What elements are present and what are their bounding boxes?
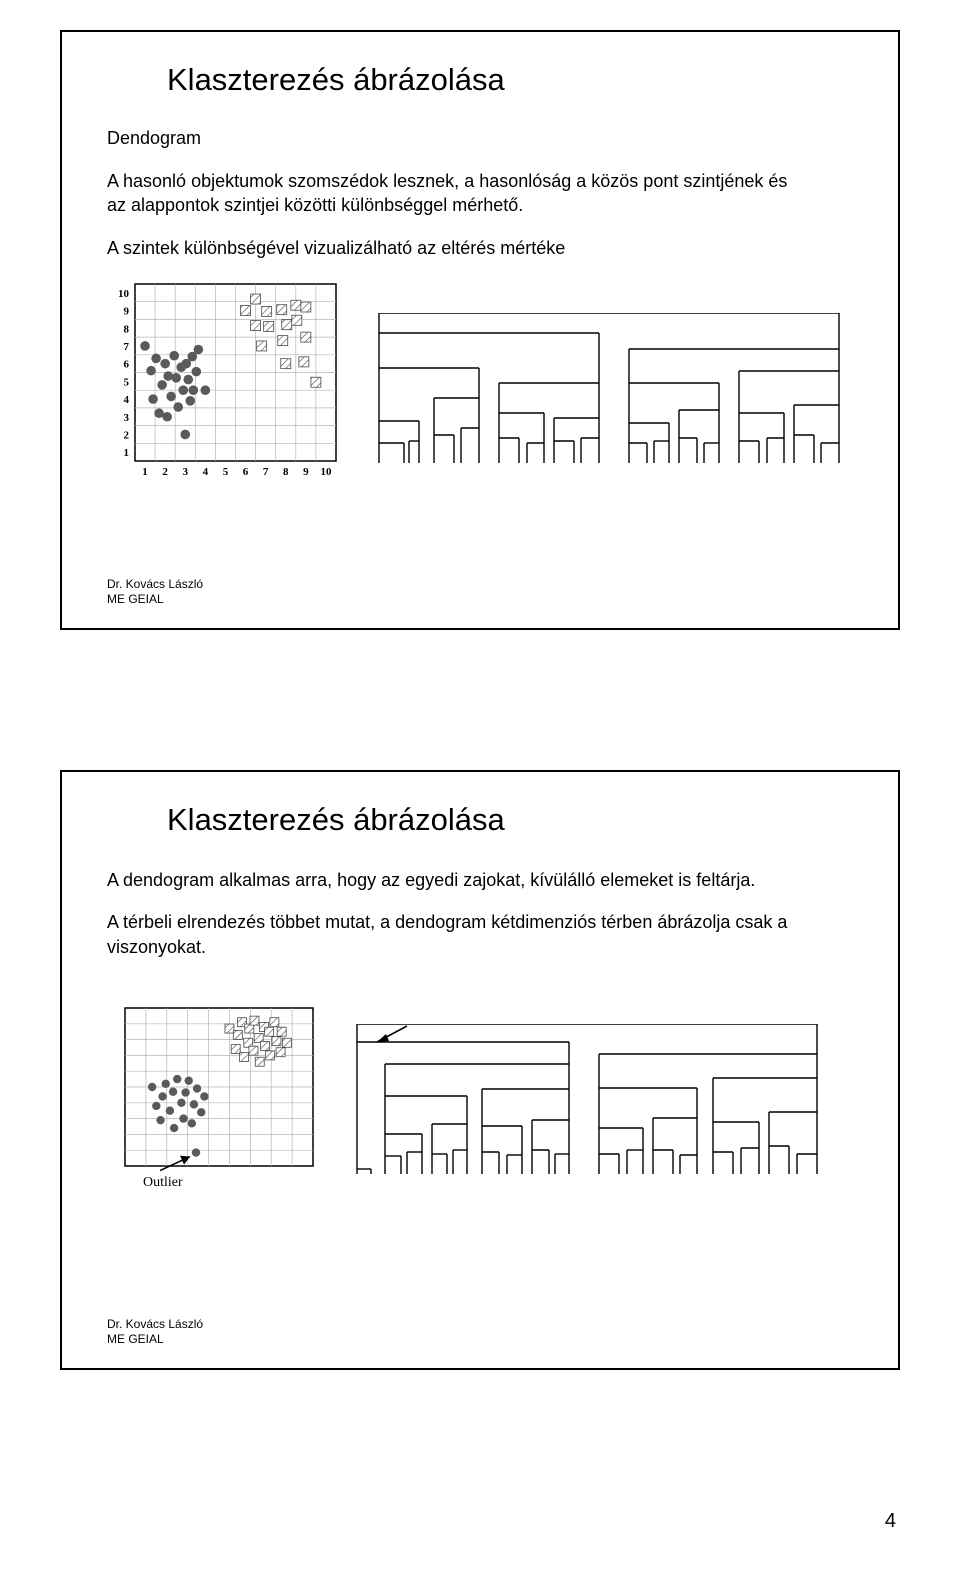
- svg-text:5: 5: [223, 466, 229, 478]
- slide-2: Klaszterezés ábrázolása A dendogram alka…: [60, 770, 900, 1370]
- paragraph: A hasonló objektumok szomszédok lesznek,…: [107, 169, 807, 218]
- svg-text:6: 6: [124, 359, 130, 371]
- svg-text:8: 8: [124, 323, 130, 335]
- svg-text:8: 8: [283, 466, 289, 478]
- footer-author: Dr. Kovács László: [107, 577, 203, 591]
- dendrogram-outlier: [337, 1024, 837, 1194]
- svg-text:5: 5: [124, 376, 130, 388]
- svg-text:3: 3: [124, 412, 130, 424]
- svg-text:4: 4: [124, 394, 130, 406]
- paragraph: A térbeli elrendezés többet mutat, a den…: [107, 910, 807, 959]
- svg-text:10: 10: [118, 288, 130, 300]
- footer-org: ME GEIAL: [107, 592, 164, 606]
- slide-title: Klaszterezés ábrázolása: [167, 62, 853, 98]
- svg-text:1: 1: [142, 466, 148, 478]
- svg-text:6: 6: [243, 466, 249, 478]
- paragraph: A szintek különbségével vizualizálható a…: [107, 236, 807, 260]
- svg-text:2: 2: [124, 429, 130, 441]
- slide-1: Klaszterezés ábrázolása Dendogram A haso…: [60, 30, 900, 630]
- slide-footer: Dr. Kovács László ME GEIAL: [107, 1317, 203, 1348]
- footer-author: Dr. Kovács László: [107, 1317, 203, 1331]
- figure-row: Outlier: [107, 1004, 853, 1194]
- footer-org: ME GEIAL: [107, 1332, 164, 1346]
- svg-text:4: 4: [203, 466, 209, 478]
- svg-text:9: 9: [303, 466, 309, 478]
- scatter-plot-outlier: Outlier: [107, 1004, 317, 1194]
- svg-text:9: 9: [124, 305, 130, 317]
- svg-text:3: 3: [183, 466, 189, 478]
- svg-text:7: 7: [124, 341, 130, 353]
- figure-row: 1 2 3 4 5 6 7 8 9 10 1 2 3 4 5 6 7 8 9 10: [107, 278, 853, 483]
- svg-text:2: 2: [162, 466, 168, 478]
- slide-subhead: Dendogram: [107, 128, 853, 149]
- scatter-plot: 1 2 3 4 5 6 7 8 9 10 1 2 3 4 5 6 7 8 9 10: [107, 278, 339, 483]
- svg-text:1: 1: [124, 447, 130, 459]
- page: Klaszterezés ábrázolása Dendogram A haso…: [0, 0, 960, 1573]
- svg-text:7: 7: [263, 466, 269, 478]
- svg-text:10: 10: [320, 466, 332, 478]
- slide-footer: Dr. Kovács László ME GEIAL: [107, 577, 203, 608]
- svg-text:Outlier: Outlier: [143, 1175, 183, 1190]
- paragraph: A dendogram alkalmas arra, hogy az egyed…: [107, 868, 807, 892]
- dendrogram: [359, 313, 853, 483]
- page-number: 4: [60, 1510, 900, 1533]
- slide-title: Klaszterezés ábrázolása: [167, 802, 853, 838]
